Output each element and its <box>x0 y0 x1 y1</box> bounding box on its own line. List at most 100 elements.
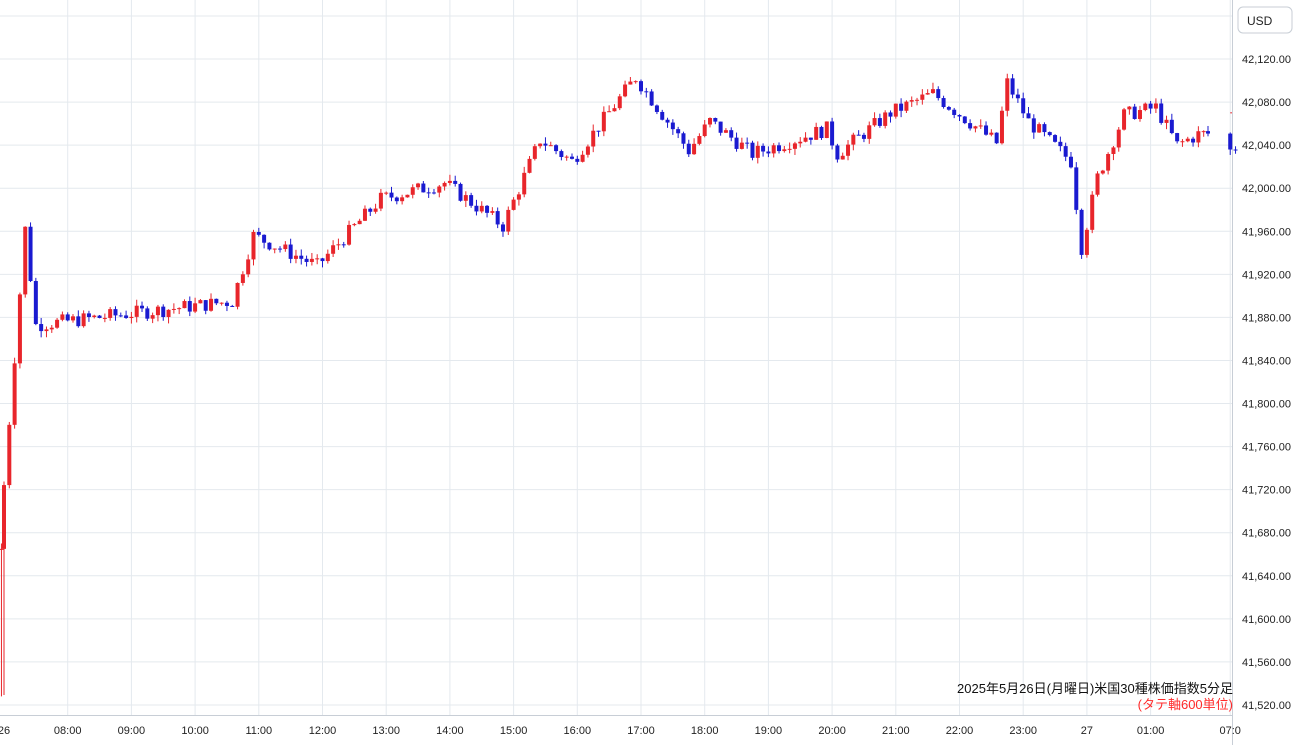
candle-body <box>97 315 102 319</box>
candle-body <box>437 186 442 193</box>
candle-body <box>708 118 713 125</box>
candle-body <box>941 98 946 108</box>
currency-label: USD <box>1247 14 1273 28</box>
time-tick-label: 27 <box>1081 725 1093 737</box>
candle-body <box>1005 78 1010 111</box>
candle-body <box>1143 103 1148 111</box>
price-tick-label: 41,920.00 <box>1242 269 1291 281</box>
candle-body <box>1132 106 1137 119</box>
candle-body <box>639 81 643 92</box>
candle-body <box>585 146 590 155</box>
candle-body <box>1047 132 1052 136</box>
candle-body <box>293 255 298 259</box>
time-tick-label: 18:00 <box>691 725 719 737</box>
time-tick-label: 20:00 <box>818 725 846 737</box>
candle-body <box>124 315 129 319</box>
candle-body <box>129 316 134 319</box>
candle-body <box>999 110 1004 144</box>
candle-body <box>718 121 723 133</box>
price-tick-label: 41,560.00 <box>1242 657 1291 669</box>
candle-body <box>0 548 4 550</box>
candle-body <box>1084 229 1089 255</box>
candle-body <box>697 136 702 144</box>
price-tick-label: 41,600.00 <box>1242 614 1291 626</box>
price-tick-label: 41,760.00 <box>1242 442 1291 454</box>
candle-body <box>1058 141 1063 147</box>
candle-body <box>920 94 925 100</box>
candle-body <box>336 244 341 246</box>
candle-body <box>899 103 904 111</box>
candle-body <box>368 208 373 212</box>
candle-body <box>681 133 686 144</box>
candle-body <box>623 84 628 97</box>
candle-body <box>315 258 320 260</box>
candle-body <box>978 125 983 127</box>
candle-body <box>1201 131 1206 133</box>
price-tick-label: 41,880.00 <box>1242 312 1291 324</box>
candle-body <box>559 151 564 157</box>
candle-body <box>532 146 537 159</box>
candle-body <box>7 424 12 486</box>
candle-body <box>1169 119 1174 134</box>
candle-body <box>734 137 739 149</box>
time-tick-label: 23:00 <box>1009 725 1037 737</box>
candle-body <box>692 143 697 155</box>
price-tick-label: 41,840.00 <box>1242 355 1291 367</box>
candle-body <box>320 258 325 262</box>
candle-body <box>272 248 277 250</box>
candle-body <box>856 134 861 136</box>
candle-body <box>71 316 76 321</box>
candle-body <box>548 145 553 147</box>
candle-body <box>522 172 527 195</box>
candle-body <box>182 301 187 309</box>
candle-body <box>479 205 484 212</box>
candle-body <box>1206 131 1211 134</box>
candle-body <box>384 192 389 194</box>
candle-body <box>883 112 888 126</box>
candle-body <box>240 274 245 283</box>
candle-body <box>495 211 500 225</box>
candle-body <box>989 132 994 135</box>
candle-body <box>309 258 314 262</box>
candle-body <box>55 319 60 328</box>
candle-body <box>283 244 288 250</box>
time-tick-label: 22:00 <box>946 725 974 737</box>
candle-body <box>755 145 760 158</box>
candle-body <box>554 145 559 152</box>
candle-body <box>649 91 654 106</box>
candle-body <box>1100 170 1105 174</box>
candle-body <box>739 142 744 149</box>
candle-body <box>909 100 914 102</box>
candle-body <box>670 122 675 130</box>
candle-body <box>745 142 750 144</box>
candle-body <box>49 327 54 330</box>
candle-body <box>166 309 171 318</box>
candle-body <box>569 156 574 159</box>
price-tick-label: 42,120.00 <box>1242 54 1291 66</box>
candle-body <box>490 211 495 213</box>
candle-body <box>2 485 6 549</box>
candle-body <box>362 208 367 221</box>
candle-body <box>209 298 214 311</box>
candle-body <box>39 324 44 332</box>
candle-body <box>925 93 930 95</box>
candle-body <box>1090 194 1095 230</box>
candle-body <box>230 305 235 307</box>
candle-body <box>426 192 431 194</box>
candle-body <box>214 298 219 304</box>
candle-body <box>962 116 967 124</box>
candle-body <box>936 89 941 99</box>
candle-body <box>766 151 771 154</box>
candle-body <box>808 137 813 140</box>
candle-body <box>1122 109 1127 130</box>
candle-body <box>1164 119 1169 123</box>
candle-body <box>262 234 267 243</box>
time-tick-label: 08:00 <box>54 725 82 737</box>
candle-body <box>1079 209 1084 255</box>
candle-body <box>676 129 681 134</box>
candle-body <box>1228 133 1233 150</box>
time-tick-label: 10:00 <box>181 725 209 737</box>
candle-body <box>65 314 70 321</box>
